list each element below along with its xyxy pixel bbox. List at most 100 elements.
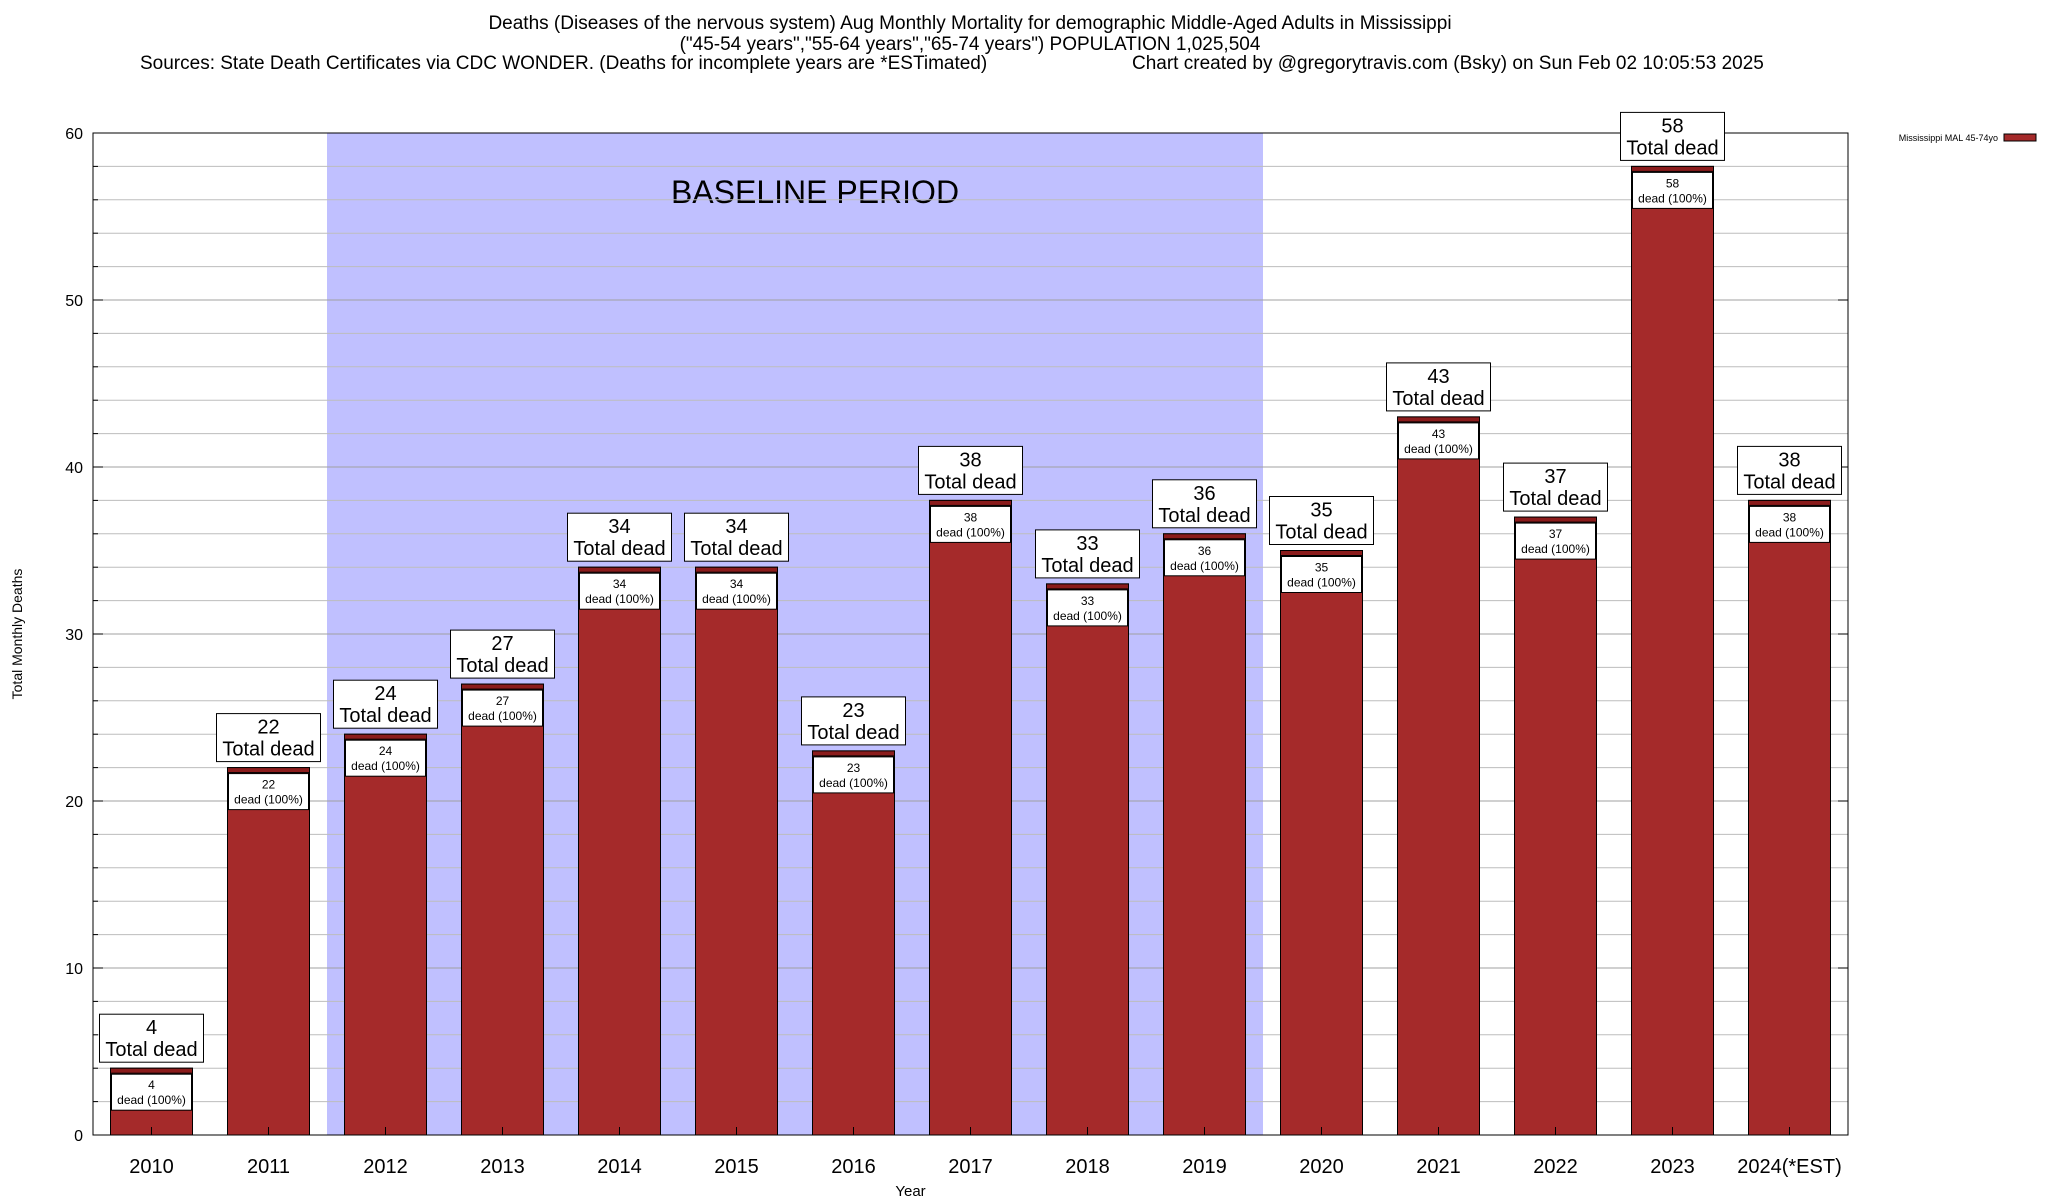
bar-inner-label: dead (100%) xyxy=(1404,442,1473,456)
bar-inner-value: 36 xyxy=(1198,544,1212,558)
bar-top-label-box xyxy=(918,445,1023,495)
bar-inner-label: dead (100%) xyxy=(1170,559,1239,573)
legend-label: Mississippi MAL 45-74yo xyxy=(1899,133,1998,143)
bar-total-label: Total dead xyxy=(1275,522,1367,544)
y-tick-label: 40 xyxy=(65,460,83,477)
bar-total-label: Total dead xyxy=(1743,471,1835,493)
bar-inner-label: dead (100%) xyxy=(1287,576,1356,590)
x-tick-label: 2022 xyxy=(1533,1156,1578,1178)
bar-inner-label: dead (100%) xyxy=(702,592,771,606)
x-tick-label: 2016 xyxy=(831,1156,876,1178)
bar-top-strip xyxy=(461,683,544,690)
bar-inner-label: dead (100%) xyxy=(234,793,303,807)
y-tick-label: 20 xyxy=(65,794,83,811)
bar-top-strip xyxy=(1046,583,1129,590)
bar-inner-label-box xyxy=(1515,522,1596,560)
baseline-period-label: BASELINE PERIOD xyxy=(671,174,959,210)
bar-inner-label: dead (100%) xyxy=(468,709,537,723)
bar-top-strip xyxy=(1631,165,1714,172)
bar-top-strip xyxy=(344,733,427,740)
bar-inner-label-box xyxy=(1749,505,1830,543)
bar xyxy=(344,733,427,1136)
bar-top-strip xyxy=(812,750,895,757)
bar-total-value: 38 xyxy=(1778,449,1800,471)
bar-inner-label-box xyxy=(1632,171,1713,209)
bar-total-label: Total dead xyxy=(1041,555,1133,577)
bar-inner-label: dead (100%) xyxy=(585,592,654,606)
bar-top-label-box xyxy=(684,512,789,562)
bar-top-label-box xyxy=(1269,496,1374,545)
bar xyxy=(695,566,778,1136)
bar-inner-label-box xyxy=(1281,556,1362,593)
bar-total-label: Total dead xyxy=(1392,388,1484,410)
x-tick-label: 2017 xyxy=(948,1156,993,1178)
chart-title: Deaths (Diseases of the nervous system) … xyxy=(488,13,1452,34)
bar-top-label-box xyxy=(801,696,906,746)
bar-total-label: Total dead xyxy=(807,722,899,744)
bar-top-label-box xyxy=(333,679,438,729)
bar-top-label-box xyxy=(99,1013,204,1063)
bar xyxy=(227,767,310,1136)
bar-total-value: 35 xyxy=(1310,500,1332,522)
bar xyxy=(1397,416,1480,1136)
chart-credit: Chart created by @gregorytravis.com (Bsk… xyxy=(1132,53,1764,74)
bar-total-value: 34 xyxy=(725,516,747,538)
bar-inner-label-box xyxy=(462,689,543,727)
bar-inner-label: dead (100%) xyxy=(1053,609,1122,623)
bar xyxy=(929,499,1012,1136)
bar-total-label: Total dead xyxy=(339,705,431,727)
chart-subtitle: ("45-54 years","55-64 years","65-74 year… xyxy=(679,34,1261,55)
bar-inner-label: dead (100%) xyxy=(819,776,888,790)
bar-total-value: 37 xyxy=(1544,466,1566,488)
bar-inner-value: 35 xyxy=(1315,561,1329,575)
bar-inner-value: 24 xyxy=(379,744,393,758)
bar-total-value: 43 xyxy=(1427,366,1449,388)
x-tick-label: 2023 xyxy=(1650,1156,1695,1178)
bar-inner-label: dead (100%) xyxy=(1638,191,1707,205)
bar-top-label-box xyxy=(1503,462,1608,512)
y-tick-label: 0 xyxy=(74,1128,83,1145)
x-tick-label: 2015 xyxy=(714,1156,759,1178)
bar-top-strip xyxy=(1748,499,1831,506)
bar-total-label: Total dead xyxy=(105,1039,197,1061)
bar-total-value: 36 xyxy=(1193,483,1215,505)
bar-total-value: 27 xyxy=(491,633,513,655)
x-tick-label: 2010 xyxy=(129,1156,174,1178)
bar-inner-label-box xyxy=(228,773,309,811)
y-axis-label: Total Monthly Deaths xyxy=(9,569,25,700)
x-tick-label: 2011 xyxy=(247,1156,290,1178)
bar-inner-value: 23 xyxy=(847,761,861,775)
bar-total-value: 34 xyxy=(608,516,630,538)
bar-total-value: 22 xyxy=(257,717,279,739)
bar-total-label: Total dead xyxy=(1509,488,1601,510)
x-tick-label: 2019 xyxy=(1182,1156,1227,1178)
bar-inner-label: dead (100%) xyxy=(936,525,1005,539)
x-tick-label: 2024(*EST) xyxy=(1737,1156,1842,1178)
bar-top-label-box xyxy=(1386,362,1491,412)
bar xyxy=(1046,583,1129,1136)
bar-inner-label-box xyxy=(1398,422,1479,460)
bar-total-label: Total dead xyxy=(456,655,548,677)
bar-inner-value: 33 xyxy=(1081,594,1095,608)
bar-top-strip xyxy=(1280,550,1363,556)
bar-top-label-box xyxy=(1152,479,1257,529)
bar-top-strip xyxy=(1163,533,1246,540)
bar-top-label-box xyxy=(1620,111,1725,161)
bar-top-strip xyxy=(695,566,778,573)
bar xyxy=(1748,499,1831,1136)
y-tick-label: 10 xyxy=(65,961,83,978)
bar-top-strip xyxy=(110,1067,193,1074)
bar-inner-label-box xyxy=(111,1073,192,1111)
x-tick-label: 2021 xyxy=(1416,1156,1461,1178)
y-tick-label: 50 xyxy=(65,293,83,310)
bar-inner-value: 34 xyxy=(613,577,627,591)
bar-inner-value: 22 xyxy=(262,778,276,792)
bar-total-label: Total dead xyxy=(1158,505,1250,527)
bar xyxy=(1163,533,1246,1136)
bar-inner-label-box xyxy=(345,739,426,777)
bar xyxy=(461,683,544,1136)
bar-top-label-box xyxy=(1737,445,1842,495)
bar-inner-label-box xyxy=(696,572,777,610)
legend-swatch xyxy=(2003,133,2037,142)
bar-total-value: 58 xyxy=(1661,115,1683,137)
